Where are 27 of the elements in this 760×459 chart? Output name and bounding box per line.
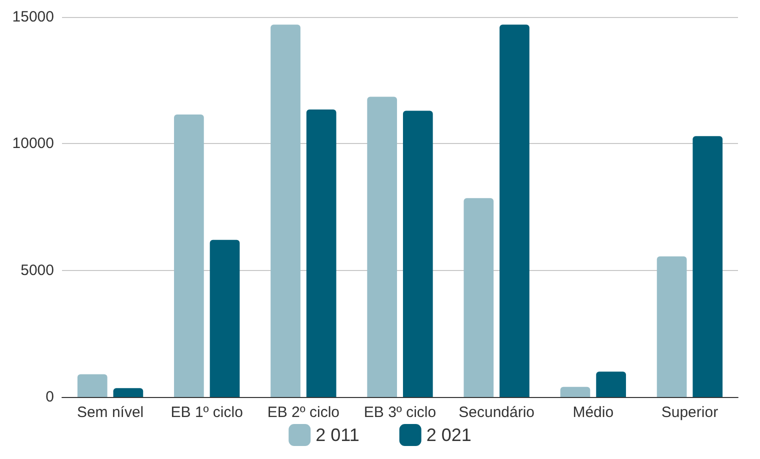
bar	[464, 198, 494, 397]
bar	[113, 388, 144, 397]
y-tick-label: 5000	[20, 262, 54, 279]
bar	[596, 372, 626, 397]
bar	[174, 114, 204, 397]
x-tick-label: EB 3º ciclo	[364, 404, 436, 421]
bar	[656, 256, 687, 397]
bar	[402, 110, 433, 397]
y-tick-label: 10000	[12, 135, 54, 152]
bar	[77, 374, 108, 397]
y-tick-label: 0	[46, 388, 54, 406]
x-tick-label: Médio	[572, 404, 614, 421]
x-tick-label: Sem nível	[76, 404, 144, 421]
bar	[270, 24, 300, 397]
legend-label: 2 021	[426, 425, 472, 445]
bar	[210, 240, 240, 397]
x-tick-label: Secundário	[458, 404, 535, 421]
x-tick-label: EB 2º ciclo	[267, 404, 340, 421]
bar	[367, 96, 398, 397]
bar	[306, 109, 336, 397]
x-tick-label: Superior	[661, 404, 718, 421]
bar	[560, 386, 590, 397]
bar	[692, 136, 723, 397]
y-tick-label: 15000	[12, 8, 54, 26]
legend-label: 2 011	[316, 425, 360, 445]
x-tick-label: EB 1º ciclo	[170, 404, 243, 421]
bar	[500, 24, 530, 397]
